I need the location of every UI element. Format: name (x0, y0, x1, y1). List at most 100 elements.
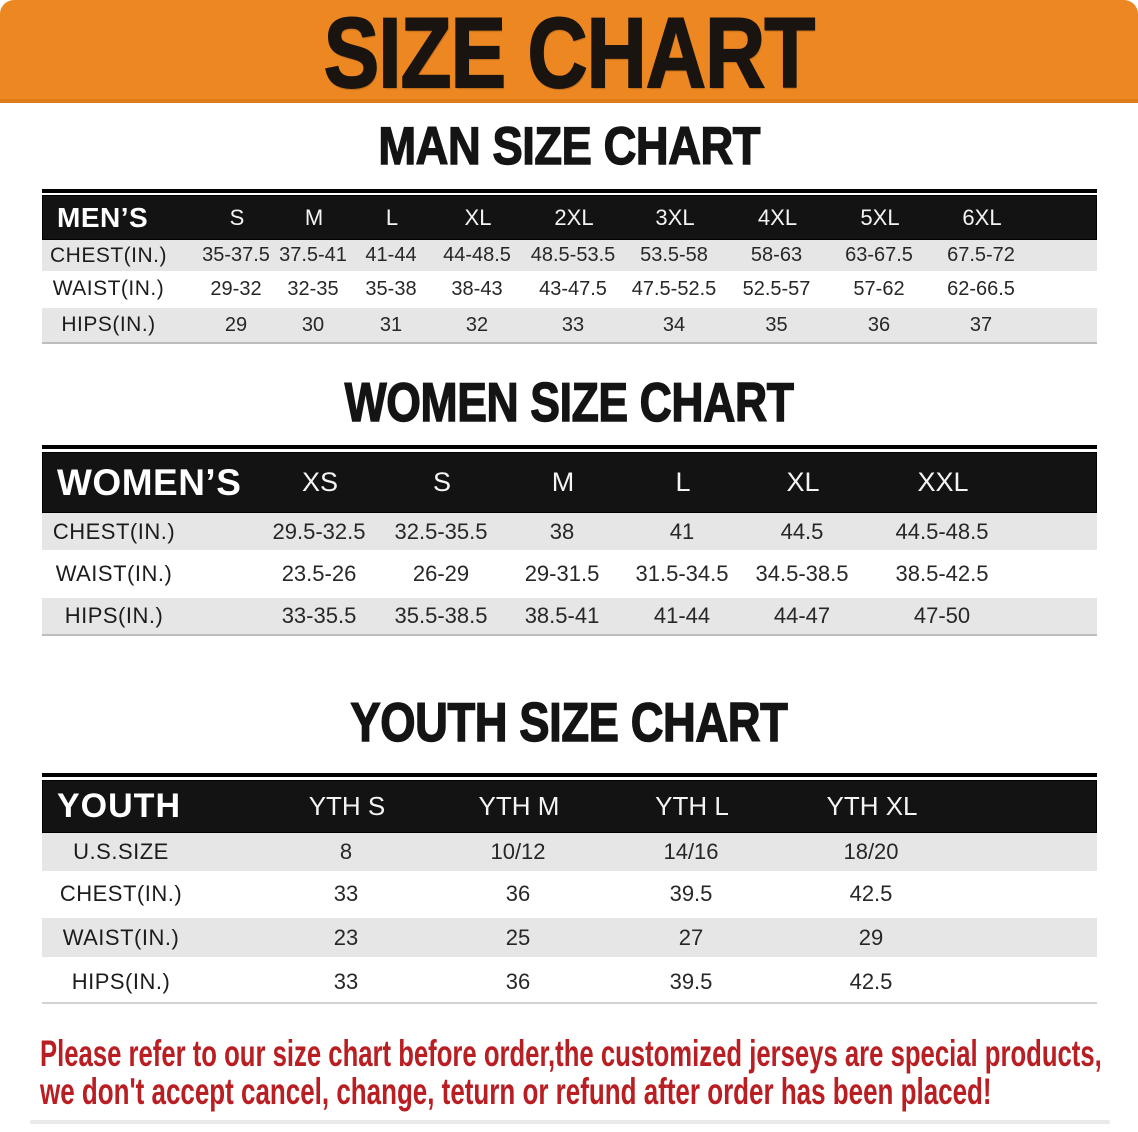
man-heading-text: MAN SIZE CHART (378, 116, 761, 176)
men-cell: 58-63 (750, 244, 803, 266)
youth-row-label: U.S.SIZE (73, 839, 169, 864)
men-size-table: MEN’S S M L XL 2XL 3XL 4XL 5XL 6XL CHEST… (42, 189, 1097, 344)
women-header-cell: L (675, 467, 691, 497)
women-cell: 32.5-35.5 (394, 518, 488, 544)
women-cell: 31.5-34.5 (635, 561, 729, 586)
women-section-heading: WOMEN SIZE CHART (0, 370, 1138, 434)
women-row-label: CHEST(IN.) (52, 518, 176, 544)
youth-table-header-row: YOUTH YTH S YTH M YTH L YTH XL (42, 780, 1097, 833)
men-cell: 38-43 (451, 277, 503, 300)
note-line-1: Please refer to our size chart before or… (40, 1033, 1102, 1074)
women-header-cell: XXL (917, 467, 969, 497)
men-cell: 32 (465, 313, 489, 336)
youth-cell: 23 (333, 924, 359, 950)
women-header-cell: XL (786, 467, 820, 497)
men-cell: 29-32 (210, 277, 262, 300)
youth-table-row: U.S.SIZE 8 10/12 14/16 18/20 (42, 833, 1097, 871)
youth-cell: 39.5 (669, 969, 713, 994)
youth-row-label: WAIST(IN.) (62, 924, 180, 950)
women-cell: 47-50 (913, 603, 971, 628)
women-cell: 34.5-38.5 (755, 561, 849, 586)
men-cell: 31 (379, 313, 403, 336)
women-cell: 29-31.5 (524, 561, 600, 586)
men-row-label: HIPS(IN.) (61, 313, 156, 336)
women-header-cell: WOMEN’S (57, 461, 242, 503)
youth-table-row: WAIST(IN.) 23 25 27 29 (42, 918, 1097, 957)
youth-cell: 8 (339, 839, 353, 864)
women-cell: 41-44 (653, 603, 711, 628)
men-header-cell: 3XL (655, 204, 695, 230)
men-header-cell: L (385, 204, 399, 230)
men-row-label: CHEST(IN.) (50, 243, 167, 267)
men-cell: 52.5-57 (742, 277, 811, 300)
men-cell: 37.5-41 (279, 244, 347, 266)
men-row-label: WAIST(IN.) (52, 277, 165, 300)
youth-cell: 36 (505, 969, 531, 994)
youth-cell: 14/16 (663, 839, 719, 864)
youth-table-row: HIPS(IN.) 33 36 39.5 42.5 (42, 962, 1097, 1004)
men-header-cell: 6XL (962, 204, 1002, 230)
men-cell: 43-47.5 (539, 277, 607, 300)
youth-cell: 29 (858, 924, 884, 950)
women-header-cell: XS (301, 467, 339, 497)
youth-cell: 25 (505, 924, 531, 950)
women-cell: 38.5-41 (524, 603, 600, 628)
youth-size-table: YOUTH YTH S YTH M YTH L YTH XL U.S.SIZE … (42, 773, 1097, 1004)
youth-row-label: HIPS(IN.) (71, 969, 171, 994)
men-cell: 48.5-53.5 (530, 244, 616, 266)
men-header-cell: S (229, 204, 245, 230)
youth-cell: 27 (678, 924, 704, 950)
men-cell: 62-66.5 (947, 277, 1015, 300)
men-table-top-rule (42, 189, 1097, 193)
women-cell: 26-29 (412, 561, 470, 586)
men-cell: 57-62 (853, 277, 905, 300)
youth-cell: 33 (333, 969, 359, 994)
women-cell: 35.5-38.5 (394, 603, 488, 628)
women-cell: 44.5-48.5 (895, 518, 989, 544)
women-cell: 41 (669, 518, 695, 544)
men-cell: 35-38 (365, 277, 417, 300)
women-cell: 29.5-32.5 (272, 518, 366, 544)
women-cell: 33-35.5 (281, 603, 357, 628)
youth-header-cell: YTH M (478, 791, 560, 821)
youth-header-cell: YOUTH (57, 787, 181, 825)
youth-row-label: CHEST(IN.) (59, 881, 183, 906)
note-line-2: we don't accept cancel, change, teturn o… (40, 1070, 992, 1112)
youth-header-cell: YTH S (308, 791, 386, 821)
men-cell: 33 (561, 313, 585, 336)
women-table-row: CHEST(IN.) 29.5-32.5 32.5-35.5 38 41 44.… (42, 513, 1097, 550)
youth-cell: 18/20 (843, 839, 899, 864)
women-row-label: HIPS(IN.) (64, 603, 164, 628)
women-heading-text: WOMEN SIZE CHART (344, 370, 794, 433)
youth-cell: 36 (505, 881, 531, 906)
women-header-cell: S (432, 467, 451, 497)
men-cell: 35-37.5 (202, 244, 270, 266)
men-header-cell: XL (464, 204, 492, 230)
men-cell: 35 (765, 313, 788, 336)
men-table-row: CHEST(IN.) 35-37.5 37.5-41 41-44 44-48.5… (42, 240, 1097, 271)
youth-table-top-rule (42, 773, 1097, 777)
youth-cell: 39.5 (669, 881, 713, 906)
men-cell: 37 (969, 313, 993, 336)
men-cell: 63-67.5 (845, 244, 913, 266)
youth-table-row: CHEST(IN.) 33 36 39.5 42.5 (42, 875, 1097, 913)
women-table-top-rule (42, 445, 1097, 449)
youth-header-cell: YTH XL (826, 791, 918, 821)
men-header-cell: 5XL (860, 204, 900, 230)
men-cell: 32-35 (287, 277, 339, 300)
banner-title: SIZE CHART (323, 0, 816, 108)
youth-cell: 42.5 (849, 881, 893, 906)
banner: SIZE CHART (0, 0, 1138, 108)
men-header-cell: MEN’S (57, 201, 149, 233)
women-header-cell: M (551, 467, 575, 497)
men-cell: 36 (867, 313, 891, 336)
women-table-header-row: WOMEN’S XS S M L XL XXL (42, 452, 1097, 513)
men-cell: 53.5-58 (640, 244, 708, 266)
women-cell: 44-47 (773, 603, 831, 628)
men-header-cell: M (304, 204, 324, 230)
women-table-row: WAIST(IN.) 23.5-26 26-29 29-31.5 31.5-34… (42, 555, 1097, 593)
women-cell: 38.5-42.5 (895, 561, 989, 586)
youth-cell: 42.5 (849, 969, 893, 994)
youth-heading-text: YOUTH SIZE CHART (350, 690, 789, 753)
